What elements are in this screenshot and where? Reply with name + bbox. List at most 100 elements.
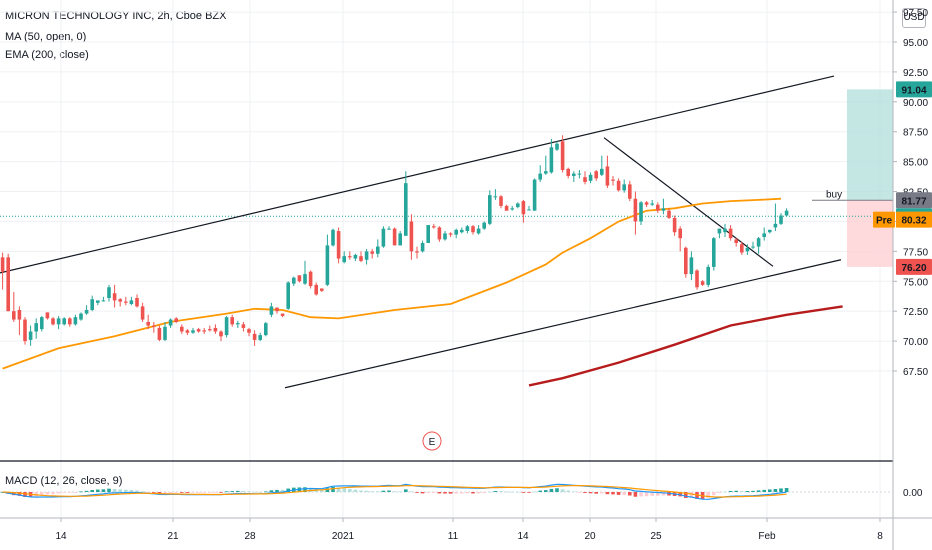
candle (572, 171, 576, 182)
price-tick-label: 87.50 (903, 128, 928, 139)
candle-body (773, 223, 778, 228)
candle (426, 225, 430, 243)
candle-body (532, 179, 537, 211)
candle (275, 307, 279, 314)
macd-histogram-bar (213, 492, 218, 493)
candle (135, 294, 139, 308)
macd-histogram-bar (90, 489, 94, 492)
candle (392, 227, 397, 246)
candle-body (96, 300, 100, 303)
candle-body (62, 318, 66, 325)
macd-histogram-bar (40, 492, 44, 496)
candle (628, 180, 632, 202)
candle-body (678, 228, 682, 239)
candle-body (762, 233, 766, 238)
candle (644, 201, 649, 208)
macd-histogram-bar (320, 489, 324, 492)
candle (269, 302, 274, 318)
candle-body (73, 317, 78, 325)
candle (611, 175, 615, 186)
macd-histogram-bar (544, 490, 548, 492)
candle-body (196, 329, 201, 332)
macd-histogram-bar (426, 492, 430, 494)
macd-histogram-bar (684, 492, 688, 498)
candle-body (303, 274, 307, 284)
macd-histogram-bar (628, 492, 632, 496)
candle-body (90, 299, 94, 310)
candle-body (415, 251, 419, 253)
macd-histogram-bar (336, 487, 341, 492)
macd-histogram-bar (331, 486, 335, 492)
macd-histogram-bar (454, 492, 458, 494)
candle (756, 237, 761, 254)
currency-badge[interactable]: USD (902, 8, 926, 28)
candle-body (252, 333, 257, 340)
candle-body (264, 323, 268, 336)
macd-histogram-bar (432, 492, 436, 493)
macd-histogram-bar (202, 492, 206, 493)
macd-histogram-bar (84, 490, 89, 492)
candle-body (370, 251, 374, 254)
candle-body (420, 242, 425, 252)
macd-label[interactable]: MACD (12, 26, close, 9) (5, 475, 123, 487)
candle (706, 264, 710, 288)
candle (174, 317, 178, 324)
candle (415, 246, 419, 259)
candle (236, 320, 240, 328)
candle (129, 296, 134, 306)
candle-body (376, 246, 380, 254)
ema-indicator-label[interactable]: EMA (200, close) (5, 49, 89, 61)
candle-body (560, 141, 565, 171)
candle-body (107, 287, 111, 299)
macd-histogram-bar (460, 492, 464, 494)
candle (493, 189, 498, 200)
candle-body (751, 246, 755, 248)
price-tick-label: 95.00 (903, 38, 928, 49)
candle-body (213, 327, 218, 332)
candle-body (684, 247, 688, 275)
candle (286, 281, 290, 310)
candle (219, 330, 223, 342)
candle-body (392, 228, 397, 246)
candle (404, 171, 408, 236)
candle (443, 231, 447, 241)
candle-body (387, 228, 391, 230)
candle-body (516, 203, 520, 208)
candle-body (79, 313, 83, 320)
macd-histogram-bar (768, 489, 772, 492)
time-tick-label: 11 (448, 531, 459, 542)
candle (527, 205, 531, 211)
candle-body (280, 313, 285, 316)
earnings-letter: E (429, 437, 436, 448)
candle (292, 276, 296, 287)
candle (264, 321, 268, 337)
macd-histogram-bar (443, 492, 447, 494)
time-tick-label: 14 (55, 531, 67, 542)
candle-body (510, 208, 514, 210)
candle (359, 251, 363, 263)
stop-price-tag: 76.20 (896, 258, 932, 275)
candle-body (348, 256, 352, 258)
candle-body (258, 335, 262, 340)
ma-indicator-label[interactable]: MA (50, open, 0) (5, 31, 87, 43)
macd-histogram-bar (236, 490, 240, 492)
candle-body (622, 184, 626, 191)
candle-body (292, 277, 296, 284)
grid-lines (0, 0, 893, 518)
candle (717, 228, 722, 239)
candle-body (695, 270, 699, 288)
candle (538, 165, 542, 182)
candle-body (566, 168, 570, 176)
macd-histogram-bar (717, 492, 722, 494)
candle-body (667, 210, 671, 218)
macd-histogram-bar (622, 492, 626, 495)
candle-body (493, 196, 498, 198)
macd-histogram-bar (616, 492, 621, 495)
candle-body (28, 331, 33, 340)
candle (773, 203, 778, 232)
candle-body (202, 330, 206, 332)
candle (432, 223, 436, 229)
time-tick-label: 21 (167, 531, 179, 542)
macd-histogram-bar (381, 490, 386, 492)
